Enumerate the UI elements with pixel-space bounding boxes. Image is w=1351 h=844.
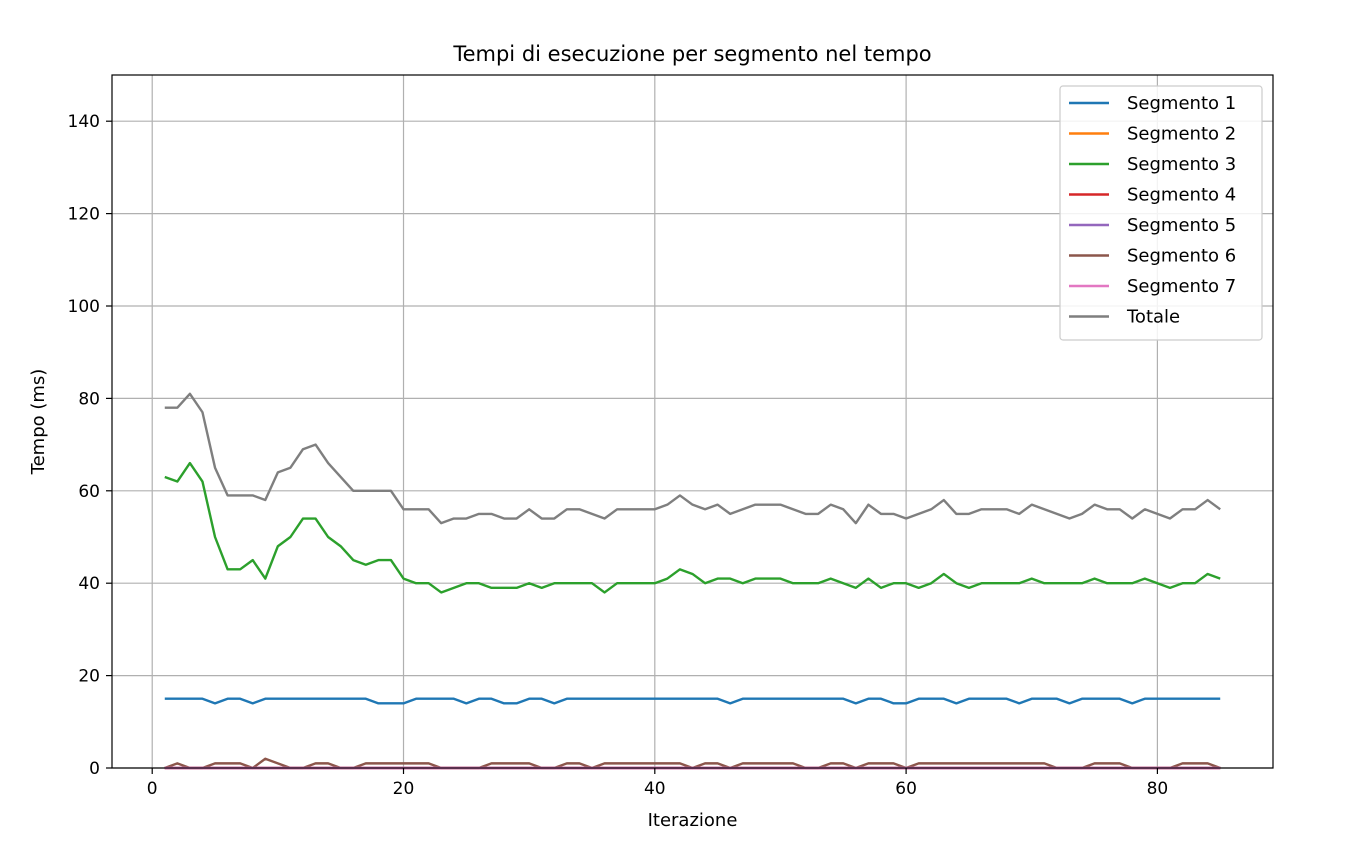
legend-entry: Segmento 7 bbox=[1127, 276, 1236, 297]
y-tick-label: 40 bbox=[78, 574, 100, 594]
legend-entry: Segmento 4 bbox=[1127, 185, 1236, 206]
series-line-totale bbox=[164, 392, 1221, 525]
y-tick-label: 20 bbox=[78, 667, 100, 687]
x-axis-label: Iterazione bbox=[648, 810, 738, 831]
chart-title: Tempi di esecuzione per segmento nel tem… bbox=[452, 42, 931, 66]
legend-entry: Segmento 6 bbox=[1127, 246, 1236, 267]
x-tick-label: 20 bbox=[393, 779, 415, 799]
legend-box bbox=[1059, 85, 1263, 341]
plot-frame bbox=[111, 74, 1274, 769]
legend-entry: Segmento 1 bbox=[1127, 93, 1236, 114]
series-line-segmento-1 bbox=[164, 697, 1221, 705]
legend: Segmento 1 Segmento 2 Segmento 3 Segmento 4… bbox=[1059, 85, 1263, 341]
x-tick-label: 40 bbox=[644, 779, 666, 799]
legend-entry: Totale bbox=[1126, 307, 1180, 328]
legend-entry: Segmento 2 bbox=[1127, 124, 1236, 145]
x-tick-label: 0 bbox=[147, 779, 158, 799]
y-axis-label: Tempo (ms) bbox=[28, 369, 49, 476]
y-tick-label: 0 bbox=[89, 759, 100, 779]
y-tick-label: 120 bbox=[68, 205, 100, 225]
legend-entry: Segmento 5 bbox=[1127, 215, 1236, 236]
x-tick-label: 60 bbox=[895, 779, 917, 799]
legend-entry: Segmento 3 bbox=[1127, 154, 1236, 175]
series-line-segmento-3 bbox=[164, 461, 1221, 594]
y-axis: 0 20 40 60 80 100 120 140 bbox=[68, 112, 112, 779]
x-tick-label: 80 bbox=[1147, 779, 1169, 799]
x-axis: 0 20 40 60 80 bbox=[147, 768, 1168, 799]
y-tick-label: 80 bbox=[78, 389, 100, 409]
y-tick-label: 60 bbox=[78, 482, 100, 502]
y-tick-label: 140 bbox=[68, 112, 100, 132]
y-tick-label: 100 bbox=[68, 297, 100, 317]
